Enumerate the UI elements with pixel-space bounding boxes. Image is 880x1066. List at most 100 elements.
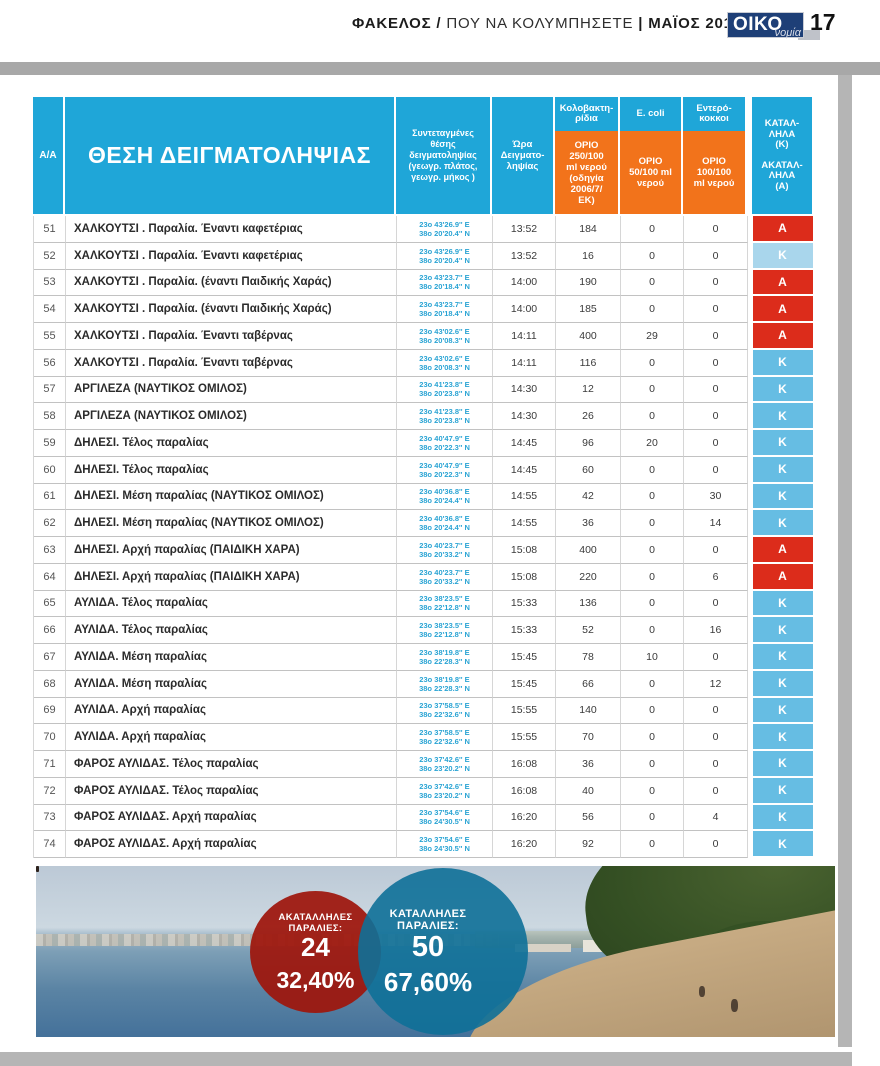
table-row: 62 ΔΗΛΕΣΙ. Μέση παραλίας (ΝΑΥΤΙΚΟΣ ΟΜΙΛΟ… (34, 510, 813, 537)
row-number: 70 (34, 724, 66, 751)
header-verdict-suitable: ΚΑΤΑΛ- ΛΗΛΑ (Κ) (764, 118, 800, 150)
row-time: 14:11 (493, 323, 556, 350)
row-ecoli-value: 0 (621, 483, 684, 511)
row-longitude: 38o 20'20.4'' N (419, 228, 470, 238)
row-entero-value: 0 (684, 724, 748, 751)
table-row: 67 ΑΥΛΙΔΑ. Μέση παραλίας 23o 38'19.8'' E… (34, 644, 813, 671)
row-coliform-value: 42 (556, 483, 621, 511)
photo-swimmer (731, 999, 739, 1013)
row-gap (748, 590, 753, 618)
row-time: 15:33 (493, 617, 556, 644)
table-row: 68 ΑΥΛΙΔΑ. Μέση παραλίας 23o 38'19.8'' E… (34, 670, 813, 698)
row-location: ΦΑΡΟΣ ΑΥΛΙΔΑΣ. Τέλος παραλίας (66, 751, 397, 778)
table-row: 54 ΧΑΛΚΟΥΤΣΙ . Παραλία. (έναντι Παιδικής… (34, 296, 813, 323)
row-coliform-value: 185 (556, 296, 621, 323)
row-verdict-cell: Κ (753, 804, 813, 832)
header-verdict-unsuitable: ΑΚΑΤΑΛ- ΛΗΛΑ (Α) (761, 159, 803, 192)
row-longitude: 38o 20'24.4'' N (419, 523, 470, 533)
row-entero-value: 0 (684, 777, 748, 805)
row-longitude: 38o 22'32.6'' N (419, 737, 470, 747)
row-ecoli-value: 0 (621, 456, 684, 484)
row-latitude: 23o 41'23.8'' E (419, 407, 470, 417)
row-latitude: 23o 43'26.9'' E (419, 246, 470, 256)
row-ecoli-value: 0 (621, 697, 684, 725)
row-gap (748, 617, 753, 644)
verdict-badge: Κ (753, 376, 813, 402)
verdict-badge: Κ (753, 724, 813, 749)
row-time: 13:52 (493, 216, 556, 243)
row-latitude: 23o 41'23.8'' E (419, 380, 470, 390)
row-longitude: 38o 22'28.3'' N (419, 683, 470, 693)
row-longitude: 38o 20'23.8'' N (419, 389, 470, 399)
row-longitude: 38o 22'28.3'' N (419, 656, 470, 666)
row-entero-value: 0 (684, 456, 748, 484)
row-verdict-cell: Κ (753, 644, 813, 671)
table-row: 74 ΦΑΡΟΣ ΑΥΛΙΔΑΣ. Αρχή παραλίας 23o 37'5… (34, 831, 813, 858)
row-latitude: 23o 37'42.6'' E (419, 754, 470, 764)
row-number: 62 (34, 510, 66, 537)
row-coordinates: 23o 40'36.8'' E 38o 20'24.4'' N (397, 510, 493, 537)
row-longitude: 38o 24'30.5'' N (419, 817, 470, 827)
verdict-badge: Κ (753, 831, 813, 856)
row-location: ΑΥΛΙΔΑ. Μέση παραλίας (66, 670, 397, 698)
row-latitude: 23o 43'23.7'' E (419, 300, 470, 310)
unsuitable-count: 24 (301, 932, 330, 963)
row-entero-value: 4 (684, 804, 748, 832)
row-coordinates: 23o 38'23.5'' E 38o 22'12.8'' N (397, 590, 493, 618)
row-number: 54 (34, 296, 66, 323)
row-number: 52 (34, 242, 66, 270)
row-coliform-value: 60 (556, 456, 621, 484)
row-location: ΧΑΛΚΟΥΤΣΙ . Παραλία. Έναντι ταβέρνας (66, 349, 397, 377)
row-gap (748, 777, 753, 805)
verdict-badge: Α (753, 269, 813, 295)
row-number: 56 (34, 349, 66, 377)
row-ecoli-value: 0 (621, 804, 684, 832)
row-verdict-cell: Κ (753, 777, 813, 805)
row-coliform-value: 12 (556, 376, 621, 404)
verdict-badge: Κ (753, 590, 813, 616)
row-coordinates: 23o 38'23.5'' E 38o 22'12.8'' N (397, 617, 493, 644)
row-location: ΦΑΡΟΣ ΑΥΛΙΔΑΣ. Αρχή παραλίας (66, 804, 397, 832)
row-number: 74 (34, 831, 66, 858)
row-gap (748, 376, 753, 404)
row-verdict-cell: Α (753, 296, 813, 323)
table-row: 63 ΔΗΛΕΣΙ. Αρχή παραλίας (ΠΑΙΔΙΚΗ ΧΑΡΑ) … (34, 537, 813, 564)
row-ecoli-value: 0 (621, 510, 684, 537)
row-location: ΦΑΡΟΣ ΑΥΛΙΔΑΣ. Αρχή παραλίας (66, 831, 397, 858)
row-gap (748, 697, 753, 725)
row-time: 16:20 (493, 831, 556, 858)
beach-photo: ΑΚΑΤΑΛΛΗΛΕΣ ΠΑΡΑΛΙΕΣ: 24 32,40% ΚΑΤΑΛΛΗΛ… (36, 866, 835, 1037)
row-time: 14:30 (493, 376, 556, 404)
row-entero-value: 0 (684, 403, 748, 430)
row-latitude: 23o 38'19.8'' E (419, 647, 470, 657)
row-coliform-value: 116 (556, 349, 621, 377)
sampling-table: Α/Α ΘΕΣΗ ΔΕΙΓΜΑΤΟΛΗΨΙΑΣ Συντεταγμένες θέ… (33, 97, 813, 858)
row-verdict-cell: Κ (753, 724, 813, 751)
row-ecoli-value: 0 (621, 670, 684, 698)
row-coliform-value: 40 (556, 777, 621, 805)
suitable-count: 50 (411, 930, 445, 963)
row-coliform-value: 190 (556, 269, 621, 297)
row-longitude: 38o 23'20.2'' N (419, 763, 470, 773)
row-longitude: 38o 20'23.8'' N (419, 416, 470, 426)
verdict-badge: Κ (753, 242, 813, 268)
row-entero-value: 0 (684, 644, 748, 671)
row-location: ΔΗΛΕΣΙ. Μέση παραλίας (ΝΑΥΤΙΚΟΣ ΟΜΙΛΟΣ) (66, 510, 397, 537)
summary-circle-suitable: ΚΑΤΑΛΛΗΛΕΣ ΠΑΡΑΛΙΕΣ: 50 67,60% (358, 868, 528, 1035)
row-entero-value: 6 (684, 563, 748, 591)
row-time: 15:55 (493, 697, 556, 725)
row-latitude: 23o 38'23.5'' E (419, 594, 470, 604)
row-time: 14:45 (493, 430, 556, 457)
row-location: ΑΥΛΙΔΑ. Μέση παραλίας (66, 644, 397, 671)
header-coliform: Κολοβακτη- ρίδια ΟΡΙΟ 250/100 ml νερού (… (555, 97, 620, 214)
table-body: 51 ΧΑΛΚΟΥΤΣΙ . Παραλία. Έναντι καφετέρια… (33, 216, 813, 858)
table-row: 58 ΑΡΓΙΛΕΖΑ (ΝΑΥΤΙΚΟΣ ΟΜΙΛΟΣ) 23o 41'23.… (34, 403, 813, 430)
row-coordinates: 23o 40'36.8'' E 38o 20'24.4'' N (397, 483, 493, 511)
verdict-badge: Κ (753, 804, 813, 830)
row-ecoli-value: 0 (621, 563, 684, 591)
verdict-badge: Α (753, 323, 813, 348)
row-entero-value: 0 (684, 590, 748, 618)
row-entero-value: 0 (684, 216, 748, 243)
row-verdict-cell: Κ (753, 751, 813, 778)
row-coliform-value: 16 (556, 242, 621, 270)
